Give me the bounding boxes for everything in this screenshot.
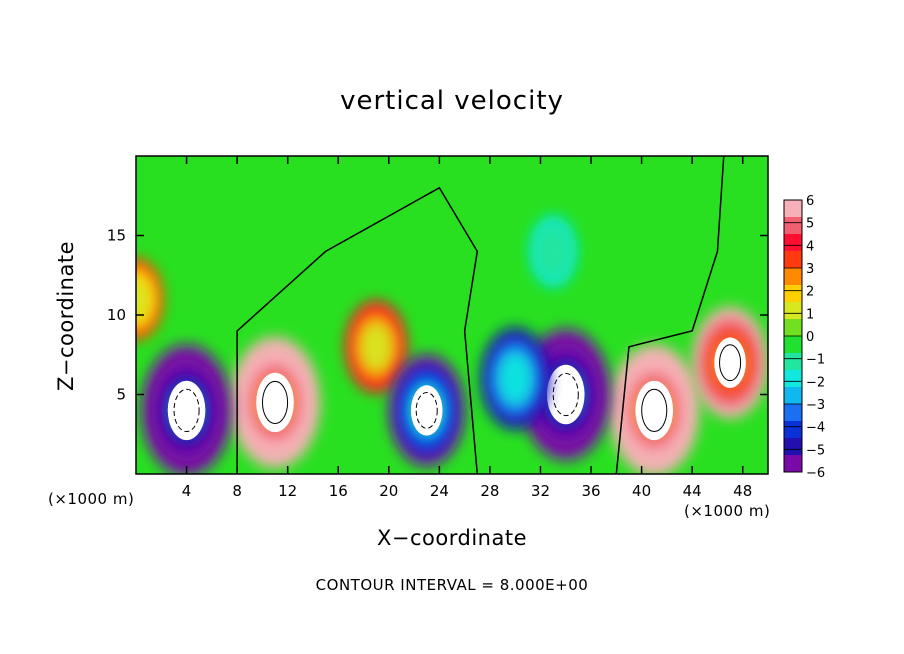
y-unit-label: (×1000 m): [48, 490, 135, 508]
colorbar-label-2: 4: [806, 239, 814, 254]
colorbar-swatch-6: [784, 353, 802, 370]
colorbar-swatch-10: [784, 285, 802, 302]
colorbar-swatch-11: [784, 268, 802, 285]
colorbar-label-4: 2: [806, 285, 814, 300]
colorbar-label-6: 0: [806, 330, 814, 345]
zero-contour-left: [236, 186, 479, 474]
velocity-cell-7-layer-2: [496, 350, 535, 408]
x-unit-label: (×1000 m): [684, 502, 771, 520]
y-tick-label-5: 5: [116, 386, 126, 404]
core-contour-3: [719, 344, 742, 382]
velocity-field: [136, 156, 768, 474]
x-tick-label-32: 32: [531, 482, 550, 500]
x-tick-label-28: 28: [480, 482, 499, 500]
x-tick-label-24: 24: [430, 482, 449, 500]
core-contour-6: [552, 372, 579, 417]
x-tick-label-44: 44: [683, 482, 702, 500]
x-tick-label-12: 12: [278, 482, 297, 500]
colorbar-swatch-5: [784, 370, 802, 387]
x-tick-label-48: 48: [733, 482, 752, 500]
y-tick-label-15: 15: [107, 227, 126, 245]
chart-title: vertical velocity: [340, 86, 564, 116]
contour-interval-note: CONTOUR INTERVAL = 8.000E+00: [315, 576, 589, 594]
colorbar-swatch-13: [784, 234, 802, 251]
colorbar-swatch-4: [784, 387, 802, 404]
x-tick-label-16: 16: [329, 482, 348, 500]
colorbar-swatch-3: [784, 404, 802, 421]
velocity-cell-9-layer-2: [136, 276, 152, 323]
colorbar-swatch-2: [784, 421, 802, 438]
colorbar-label-1: 5: [806, 217, 814, 232]
colorbar-label-10: −4: [806, 421, 825, 436]
core-contour-0: [261, 380, 289, 425]
y-tick-label-10: 10: [107, 306, 126, 324]
velocity-cell-2-layer-2: [359, 321, 394, 373]
colorbar-swatch-15: [784, 200, 802, 217]
x-axis-label: X−coordinate: [377, 526, 527, 550]
zero-contour-right: [615, 156, 725, 474]
x-tick-label-4: 4: [182, 482, 192, 500]
colorbar-swatch-9: [784, 302, 802, 319]
colorbar-label-12: −6: [806, 466, 825, 481]
colorbar-swatch-14: [784, 217, 802, 234]
x-tick-label-8: 8: [232, 482, 242, 500]
velocity-cell-8-layer-2: [540, 231, 567, 272]
colorbar-label-3: 3: [806, 262, 814, 277]
x-tick-label-36: 36: [581, 482, 600, 500]
core-contour-5: [415, 391, 438, 429]
colorbar-swatch-1: [784, 438, 802, 455]
colorbar-label-8: −2: [806, 375, 825, 390]
colorbar-label-5: 1: [806, 307, 814, 322]
colorbar-label-7: −1: [806, 353, 825, 368]
colorbar-swatch-8: [784, 319, 802, 336]
core-contour-4: [173, 388, 200, 433]
colorbar-label-9: −3: [806, 398, 825, 413]
colorbar-label-0: 6: [806, 194, 814, 209]
colorbar-swatch-0: [784, 455, 802, 472]
x-tick-label-40: 40: [632, 482, 651, 500]
x-tick-label-20: 20: [379, 482, 398, 500]
colorbar-swatch-12: [784, 251, 802, 268]
colorbar-swatch-7: [784, 336, 802, 353]
colorbar-label-11: −5: [806, 443, 825, 458]
core-contour-1: [641, 388, 668, 433]
